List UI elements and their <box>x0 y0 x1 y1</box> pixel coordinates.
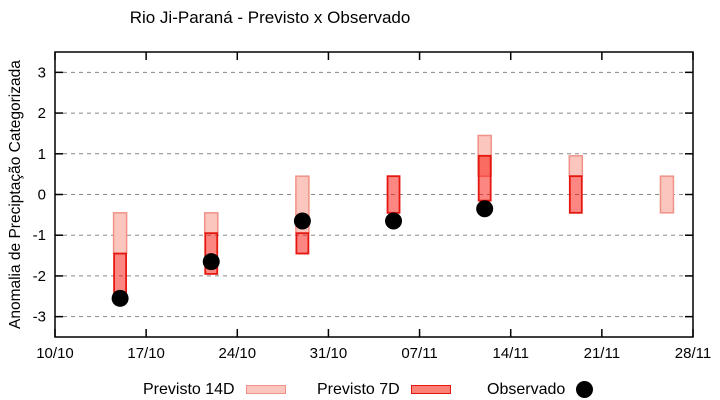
x-tick-label: 07/11 <box>401 345 437 362</box>
x-tick-label: 21/11 <box>584 345 620 362</box>
x-tick-label: 28/11 <box>675 345 711 362</box>
y-axis-label: Anomalia de Preciptação Categorizada <box>7 60 24 329</box>
bar-previsto-7d <box>477 154 492 202</box>
bar-previsto-14d <box>568 155 584 177</box>
x-tick-label: 14/11 <box>492 345 528 362</box>
y-tick-label: 2 <box>38 105 46 122</box>
dot-observado <box>202 253 220 271</box>
y-tick-label: -3 <box>33 309 46 326</box>
x-tick-label: 24/10 <box>219 345 257 362</box>
plot-border <box>54 51 694 338</box>
bar-previsto-14d <box>112 212 128 255</box>
y-tick-label: 1 <box>38 146 46 163</box>
x-tick-label: 17/10 <box>127 345 165 362</box>
x-tick-label: 31/10 <box>310 345 348 362</box>
x-tick-label: 10/10 <box>36 345 74 362</box>
bar-previsto-7d <box>295 232 310 255</box>
bar-previsto-14d <box>203 212 219 234</box>
bar-previsto-14d <box>659 175 675 214</box>
dot-observado <box>476 200 494 218</box>
y-tick-label: -2 <box>33 268 46 285</box>
y-tick-label: -1 <box>33 227 46 244</box>
dot-observado <box>111 289 129 307</box>
dot-observado <box>293 212 311 230</box>
bar-previsto-7d <box>568 175 583 214</box>
bar-previsto-7d <box>386 175 401 214</box>
dot-observado <box>385 212 403 230</box>
y-tick-label: 0 <box>38 187 46 204</box>
bar-previsto-7d <box>113 252 128 296</box>
y-tick-label: 3 <box>38 64 46 81</box>
chart-title: Rio Ji-Paraná - Previsto x Observado <box>129 8 411 27</box>
